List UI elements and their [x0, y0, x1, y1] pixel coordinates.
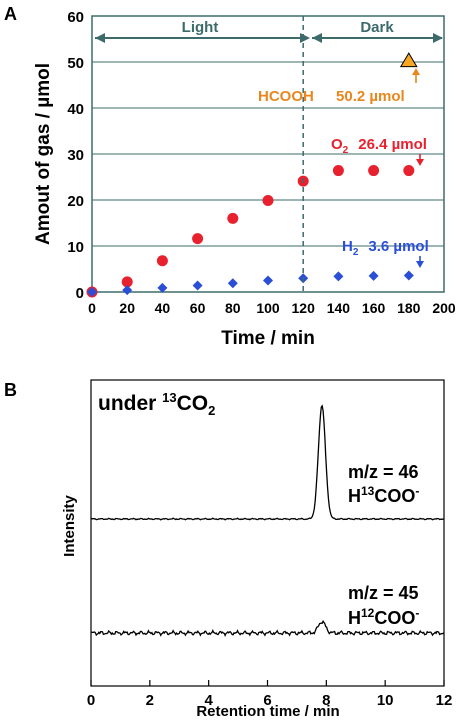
y-tick-label: 30: [67, 147, 84, 164]
h2-point: [403, 270, 414, 281]
h2-point: [87, 287, 97, 297]
x-tick-label: 120: [292, 300, 316, 316]
x-tick-label: 2: [146, 692, 154, 709]
o2-annotation: O2 26.4 µmol: [331, 136, 427, 156]
o2-point: [403, 165, 415, 177]
panel-b-chart: 0 2 4 6 8 10 12 under 13CO2 m/z = 46 H13COO- m…: [61, 379, 453, 720]
y-tick-label: 40: [67, 101, 84, 118]
x-tick-label: 20: [119, 300, 135, 316]
x-tick-label: 180: [397, 300, 421, 316]
x-tick-label: 0: [88, 300, 96, 316]
h2-point: [157, 282, 168, 293]
h2-point: [227, 278, 238, 289]
light-label-bg: [176, 18, 226, 35]
h2-arrow-head: [416, 261, 424, 268]
y-tick-label: 50: [67, 55, 84, 72]
y-tick-label: 20: [67, 193, 84, 210]
ion46-isotope: 13: [361, 484, 375, 498]
x-tick-label: 200: [432, 300, 456, 316]
ion46-h: H: [348, 486, 361, 506]
ion46-coo: COO: [374, 486, 415, 506]
mz45-label: m/z = 45: [348, 583, 419, 603]
light-phase-arrow-right-head: [300, 33, 310, 43]
x-tick-label: 100: [256, 300, 280, 316]
hcooh-amount: 50.2 µmol: [336, 88, 405, 105]
hcooh-arrow-head: [412, 68, 420, 75]
h2-point: [122, 285, 133, 296]
panel-b-letter: B: [4, 380, 17, 400]
o2-point: [121, 276, 133, 288]
o2-point: [368, 165, 380, 177]
o2-point: [332, 165, 344, 177]
mz46-label: m/z = 46: [348, 462, 419, 482]
x-tick-label: 6: [263, 692, 271, 709]
x-tick-label: 140: [327, 300, 351, 316]
o2-name: O: [331, 136, 343, 153]
x-tick-label: 40: [155, 300, 171, 316]
panel-b-plot-frame: [90, 379, 445, 687]
o2-point: [262, 194, 274, 206]
h2-amount: 3.6 µmol: [368, 238, 428, 255]
light-phase-arrow-left-head: [95, 33, 105, 43]
y-tick-label: 0: [76, 285, 84, 302]
panel-b-y-axis-label: Intensity: [61, 495, 78, 557]
ion45-coo: COO: [374, 608, 415, 628]
h2-subscript: 2: [353, 247, 359, 258]
panel-a-letter: A: [4, 4, 17, 24]
h2-point: [192, 280, 203, 291]
o2-subscript: 2: [343, 145, 349, 156]
dark-phase-arrow-right-head: [433, 33, 443, 43]
dark-phase-label: Dark: [360, 19, 394, 36]
ion46-label: H13COO-: [348, 484, 419, 506]
y-tick-label: 10: [67, 239, 84, 256]
x-tick-label: 8: [322, 692, 330, 709]
y-tick-label: 60: [67, 9, 84, 26]
o2-arrow-head: [416, 159, 424, 166]
o2-point: [192, 233, 204, 245]
ion45-isotope: 12: [361, 606, 375, 620]
dark-label-bg: [352, 18, 402, 35]
x-tick-label: 12: [436, 692, 453, 709]
h2-annotation: H2 3.6 µmol: [342, 238, 429, 258]
condition-subscript: 2: [208, 403, 215, 418]
h2-point: [368, 270, 379, 281]
trace-mz45: [90, 619, 445, 638]
h2-point: [333, 271, 344, 282]
condition-isotope: 13: [162, 390, 176, 405]
panel-a-y-axis-label: Amout of gas / µmol: [33, 63, 54, 245]
x-tick-label: 10: [377, 692, 394, 709]
panel-a-chart: 0 20 40 60 80 100 120 140 160 180 200 0 10 20 30 40 50 6…: [33, 9, 456, 349]
dark-phase-arrow-left-head: [312, 33, 322, 43]
panel-a-x-axis-label: Time / min: [221, 328, 315, 349]
x-tick-label: 160: [362, 300, 386, 316]
ion46-charge: -: [415, 484, 419, 498]
panel-b-x-axis-label: Retention time / min: [196, 703, 339, 720]
o2-point: [156, 255, 168, 267]
ion45-charge: -: [415, 606, 419, 620]
h2-point: [263, 275, 273, 286]
x-tick-label: 60: [190, 300, 206, 316]
hcooh-point: [399, 52, 418, 68]
x-tick-label: 4: [204, 692, 213, 709]
condition-prefix: under: [98, 392, 162, 415]
light-phase-label: Light: [182, 19, 219, 36]
o2-point: [227, 212, 239, 224]
x-tick-label: 80: [225, 300, 241, 316]
o2-amount: 26.4 µmol: [358, 136, 427, 153]
condition-label: under 13CO2: [98, 390, 215, 418]
ion45-label: H12COO-: [348, 606, 419, 628]
trace-mz46: [91, 404, 445, 521]
hcooh-annotation: HCOOH 50.2 µmol: [258, 88, 405, 105]
condition-molecule: CO: [177, 392, 209, 415]
h2-name: H: [342, 238, 353, 255]
ion45-h: H: [348, 608, 361, 628]
hcooh-name: HCOOH: [258, 88, 314, 105]
x-tick-label: 0: [87, 692, 95, 709]
